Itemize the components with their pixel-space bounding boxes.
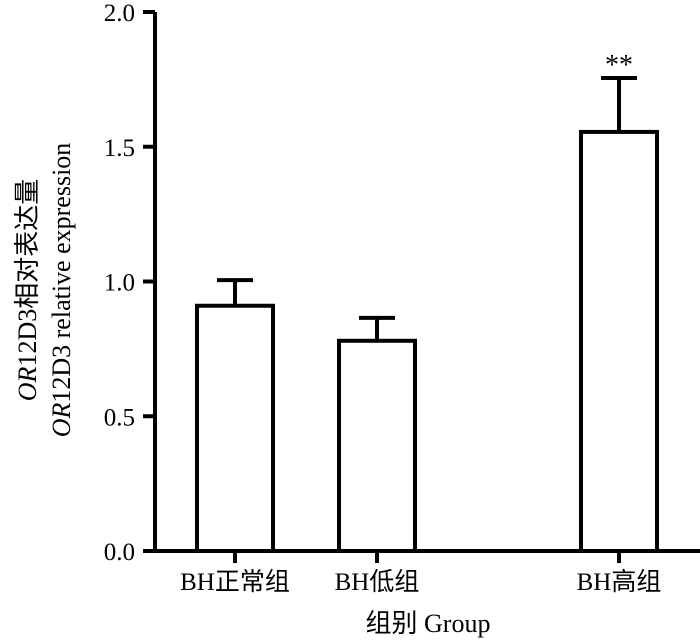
y-tick-label: 1.5 [104,135,135,162]
bar [337,338,417,554]
y-tick-label: 2.0 [104,0,135,27]
y-ticks: 0.0 0.5 1.0 1.5 2.0 [104,0,155,566]
y-axis-title-line1: 12D3相对表达量 [13,179,42,367]
y-tick-label: 1.0 [104,270,135,297]
x-ticks: BH正常组 BH低组 BH高组 [180,551,661,596]
bar [195,303,275,553]
bar [579,129,659,554]
svg-text:OR12D3 relative expression: OR12D3 relative expression [47,143,76,438]
y-axis-title: OR12D3相对表达量 OR12D3 relative expression [13,143,76,438]
x-tick-label: BH正常组 [180,568,290,596]
svg-text:OR12D3相对表达量: OR12D3相对表达量 [13,179,42,401]
bars: ** [195,50,659,554]
significance-label: ** [605,50,633,81]
x-axis-title: 组别 Group [366,609,491,638]
y-axis-title-line1-italic: OR [13,366,42,401]
y-tick-label: 0.5 [104,404,135,431]
x-tick-label: BH低组 [335,568,420,596]
y-tick-label: 0.0 [104,539,135,566]
x-tick-label: BH高组 [577,568,662,596]
y-axis-title-line2: 12D3 relative expression [47,143,76,403]
y-axis-title-line2-italic: OR [47,403,76,438]
